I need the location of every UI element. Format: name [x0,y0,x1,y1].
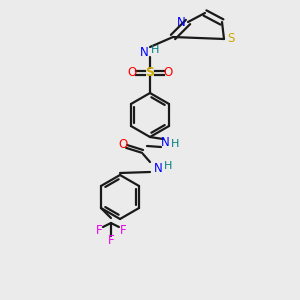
Text: N: N [140,46,148,59]
Text: H: H [151,45,159,55]
Text: S: S [146,65,154,79]
Text: N: N [160,136,169,149]
Text: H: H [164,161,172,171]
Text: O: O [128,65,136,79]
Text: O: O [118,139,127,152]
Text: O: O [164,65,172,79]
Text: N: N [154,161,162,175]
Text: S: S [227,32,235,46]
Text: H: H [171,139,179,149]
Text: F: F [96,224,102,238]
Text: F: F [108,235,114,248]
Text: N: N [177,16,185,28]
Text: F: F [120,224,126,238]
